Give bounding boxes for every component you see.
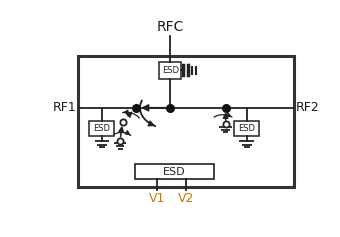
Bar (135, 164, 214, 179)
Bar (89, 121, 114, 136)
Text: ESD: ESD (162, 66, 179, 75)
Text: RFC: RFC (157, 20, 184, 34)
Text: RF2: RF2 (295, 101, 319, 114)
FancyBboxPatch shape (78, 56, 294, 187)
Text: V2: V2 (178, 191, 194, 205)
Bar (234, 121, 259, 136)
Text: RF1: RF1 (53, 101, 77, 114)
Text: ESD: ESD (238, 124, 255, 133)
Text: V1: V1 (149, 191, 165, 205)
Text: ESD: ESD (163, 167, 186, 177)
Text: ESD: ESD (93, 124, 110, 133)
Bar (159, 62, 182, 79)
